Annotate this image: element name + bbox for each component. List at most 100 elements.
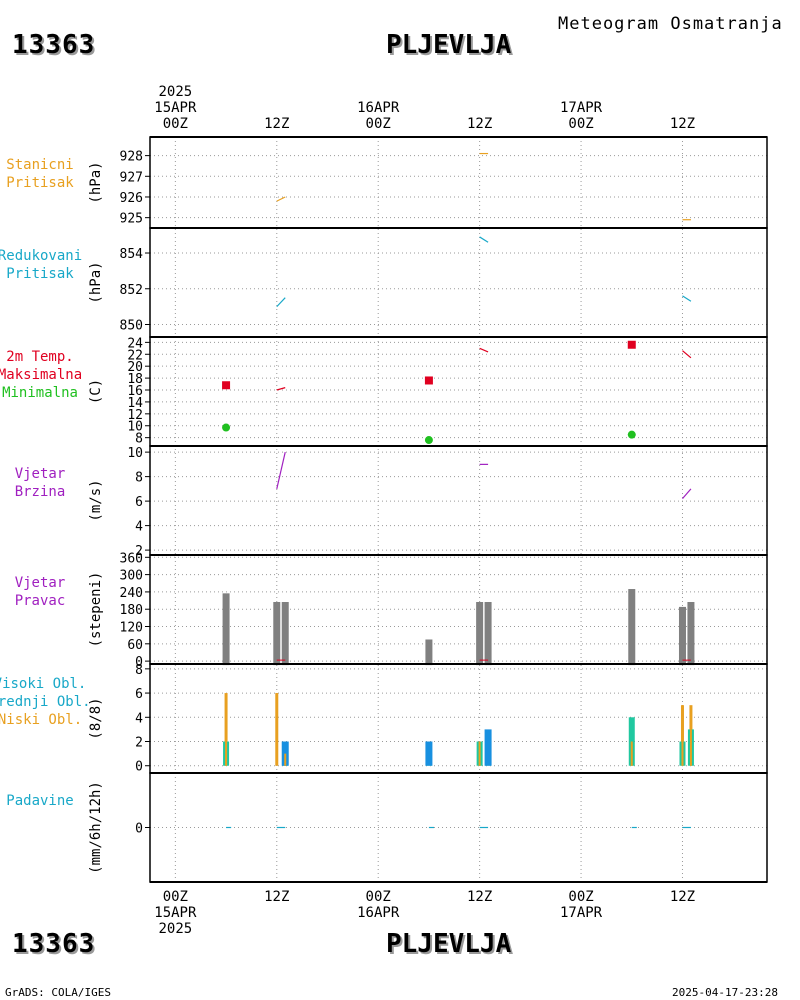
panel-label: Pritisak bbox=[6, 175, 74, 191]
y-tick-label: 4 bbox=[135, 520, 143, 535]
y-tick-label: 10 bbox=[127, 420, 143, 435]
y-tick-label: 0 bbox=[135, 655, 143, 670]
wind-direction-bar bbox=[484, 602, 492, 666]
station-name-bottom: PLJEVLJA bbox=[386, 929, 512, 959]
wind-direction-bar bbox=[273, 602, 281, 666]
y-tick-label: 8 bbox=[135, 471, 143, 486]
time-tick-label-bottom: 16APR bbox=[357, 905, 400, 921]
cloud-bar-low-overlay bbox=[284, 753, 287, 766]
y-tick-label: 850 bbox=[120, 318, 143, 333]
panel-label: Vjetar bbox=[15, 466, 66, 482]
y-tick-label: 24 bbox=[127, 336, 143, 351]
data-segment bbox=[682, 295, 692, 302]
y-tick-label: 0 bbox=[135, 760, 143, 775]
panel-label: 2m Temp. bbox=[6, 349, 73, 365]
panel-label: Brzina bbox=[15, 484, 66, 500]
cloud-bar-low-overlay bbox=[689, 729, 692, 766]
y-tick-label: 12 bbox=[127, 408, 143, 423]
panel-unit-label: (stepeni) bbox=[88, 572, 104, 648]
y-tick-label: 2 bbox=[135, 736, 143, 751]
panel-unit-label: (8/8) bbox=[88, 697, 104, 739]
cloud-bar-low-overlay bbox=[478, 741, 481, 766]
wind-direction-bar bbox=[628, 589, 636, 666]
cloud-bar-low bbox=[680, 705, 684, 766]
panel-label: Pravac bbox=[15, 593, 66, 609]
y-tick-label: 928 bbox=[120, 150, 143, 165]
cloud-bar-low bbox=[224, 693, 228, 766]
panel-unit-label: (C) bbox=[88, 379, 104, 404]
data-segment bbox=[276, 196, 286, 202]
time-tick-label-bottom: 15APR bbox=[154, 905, 197, 921]
time-tick-label-top: 15APR bbox=[154, 100, 197, 116]
time-tick-label-top: 12Z bbox=[670, 116, 695, 132]
panel-precipitation: 0 (mm/6h/12h) Padavine bbox=[6, 772, 768, 883]
panel-label: Maksimalna bbox=[0, 367, 82, 383]
cloud-bar-high bbox=[484, 729, 492, 766]
panel-label: Stanicni bbox=[6, 157, 73, 173]
time-tick-label-bottom: 00Z bbox=[163, 889, 188, 905]
time-tick-label-bottom: 00Z bbox=[568, 889, 593, 905]
cloud-bar-low-overlay bbox=[630, 741, 633, 766]
data-segment bbox=[276, 387, 286, 391]
data-segment bbox=[276, 297, 286, 308]
y-tick-label: 10 bbox=[127, 446, 143, 461]
station-id-top: 13363 bbox=[12, 30, 96, 60]
time-tick-label-bottom: 17APR bbox=[560, 905, 603, 921]
max-temp-marker bbox=[627, 340, 636, 349]
y-tick-label: 360 bbox=[120, 551, 143, 566]
y-tick-label: 0 bbox=[135, 822, 143, 837]
panel-unit-label: (mm/6h/12h) bbox=[88, 781, 104, 874]
y-tick-label: 927 bbox=[120, 170, 143, 185]
y-tick-label: 6 bbox=[135, 495, 143, 510]
y-tick-label: 16 bbox=[127, 384, 143, 399]
time-tick-label-top: 17APR bbox=[560, 100, 603, 116]
data-segment bbox=[682, 488, 692, 500]
wind-direction-bar bbox=[281, 602, 289, 666]
max-temp-marker bbox=[222, 381, 231, 390]
meteogram-subtitle: Meteogram Osmatranja bbox=[558, 14, 783, 34]
footer-timestamp: 2025-04-17-23:28 bbox=[672, 986, 778, 999]
panel-label: Srednji Obl. bbox=[0, 694, 91, 710]
max-temp-marker bbox=[424, 376, 433, 385]
y-tick-label: 854 bbox=[120, 247, 144, 262]
panel-unit-label: (m/s) bbox=[88, 479, 104, 521]
cloud-bar-low-overlay bbox=[681, 741, 684, 766]
panel-clouds: 0 2 4 6 8 (8/8)Visoki Obl. Srednji Obl. Niski O… bbox=[0, 663, 768, 775]
wind-direction-bar bbox=[222, 593, 230, 666]
y-tick-label: 14 bbox=[127, 396, 143, 411]
y-tick-label: 926 bbox=[120, 191, 143, 206]
panel-label: Minimalna bbox=[2, 385, 78, 401]
time-tick-label-bottom: 12Z bbox=[467, 889, 492, 905]
panel-label: Padavine bbox=[6, 793, 73, 809]
panel-frame bbox=[149, 445, 768, 556]
y-tick-label: 8 bbox=[135, 663, 143, 678]
time-tick-label-bottom: 00Z bbox=[366, 889, 391, 905]
y-tick-label: 18 bbox=[127, 372, 143, 387]
wind-direction-bar bbox=[476, 602, 484, 666]
y-tick-label: 240 bbox=[120, 586, 143, 601]
time-tick-label-bottom: 12Z bbox=[670, 889, 695, 905]
cloud-bar-high bbox=[425, 741, 433, 766]
min-temp-marker bbox=[424, 436, 433, 445]
time-tick-label-top: 12Z bbox=[264, 116, 289, 132]
panel-unit-label: (hPa) bbox=[88, 161, 104, 203]
time-tick-label-bottom: 2025 bbox=[158, 921, 192, 937]
y-tick-label: 8 bbox=[135, 432, 143, 447]
footer-source: GrADS: COLA/IGES bbox=[5, 986, 111, 999]
y-tick-label: 852 bbox=[120, 283, 143, 298]
panel-label: Visoki Obl. bbox=[0, 676, 86, 692]
cloud-bar-low bbox=[275, 693, 279, 766]
wind-direction-bar bbox=[687, 602, 695, 666]
time-tick-label-top: 00Z bbox=[163, 116, 188, 132]
panel-label: Vjetar bbox=[15, 575, 66, 591]
panel-wind-speed: 2 4 6 8 10 (m/s) Vjetar Brzina bbox=[15, 445, 768, 559]
panel-frame bbox=[149, 336, 768, 447]
y-tick-label: 925 bbox=[120, 212, 143, 227]
time-tick-label-top: 00Z bbox=[568, 116, 593, 132]
panel-reduced-pressure: 850 852 854 (hPa) Redukovani Pritisak bbox=[0, 227, 768, 338]
